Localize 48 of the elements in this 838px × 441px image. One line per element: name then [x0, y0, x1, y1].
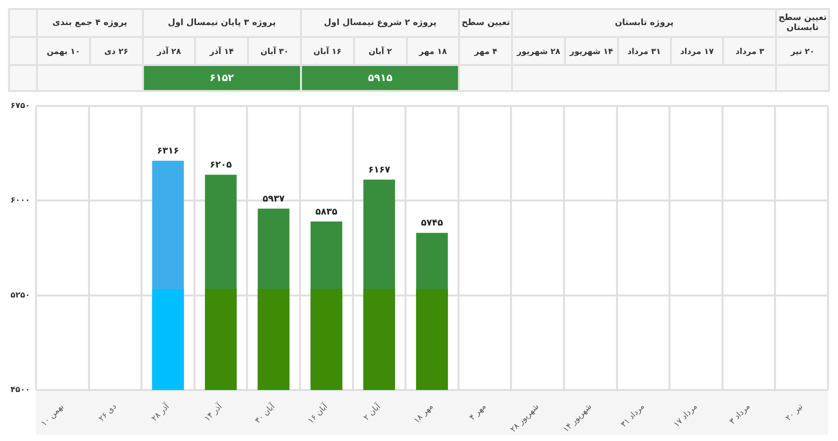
x-tick-label: ۱۷ مرداد: [672, 402, 699, 429]
data-label: ۶۲۰۵: [210, 160, 232, 171]
x-tick-label: ۲۶ دی: [96, 402, 118, 424]
text: پروژه ۲ شروع نیمسال اول: [301, 9, 460, 37]
x-tick-label: ۱۴ شهریور: [561, 402, 594, 434]
category-label: ۲۰ تیر: [790, 46, 814, 56]
category-label: ۲۸ شهریور: [516, 46, 560, 56]
x-tick-label: ۲ آبان: [361, 400, 383, 422]
y-tick-label: ۵۲۵۰: [10, 290, 30, 300]
category-label: ۳۱ مرداد: [627, 46, 661, 56]
category-label: ۲۶ دی: [104, 46, 128, 56]
data-label: ۶۱۶۷: [368, 165, 391, 176]
data-label: ۵۷۴۵: [421, 218, 444, 229]
category-label: ۳۰ آبان: [260, 46, 289, 56]
text: پروژه ۳ پایان نیمسال اول: [142, 9, 302, 37]
y-tick-label: ۶۷۵۰: [10, 101, 30, 110]
x-tick-label: ۲۸ شهریور: [508, 402, 541, 434]
x-tick-label: ۱۰ بهمن: [39, 402, 66, 428]
text: پروژه ۴ جمع بندی: [37, 9, 143, 37]
category-label: ۲۸ آذر: [157, 46, 182, 56]
x-tick-label: ۳ مرداد: [728, 402, 752, 426]
x-tick-label: ۲۸ آذر: [149, 400, 172, 423]
category-label: ۱۴ شهریور: [570, 46, 614, 56]
y-tick-label: ۴۵۰۰: [10, 385, 30, 394]
x-tick-label: ۱۸ مهر: [412, 402, 435, 425]
category-label: ۴ مهر: [474, 46, 498, 56]
category-label: ۱۸ مهر: [419, 46, 447, 56]
y-tick-label: ۶۰۰۰: [10, 196, 30, 205]
text: تعیین سطح تابستان: [776, 9, 829, 37]
data-label: ۵۹۳۷: [262, 194, 286, 204]
category-label: ۱۰ بهمن: [46, 46, 80, 56]
x-tick-label: ۲۰ تیر: [784, 402, 804, 423]
data-label: ۶۳۱۶: [157, 146, 179, 157]
category-label: ۱۴ آذر: [210, 46, 234, 56]
data-label: ۵۸۳۵: [315, 207, 338, 218]
category-label: ۳ مرداد: [736, 46, 764, 56]
text: ۵۹۱۵: [301, 65, 460, 91]
x-tick-label: ۱۶ آبان: [305, 400, 330, 426]
x-tick-label: ۳۰ آبان: [252, 400, 278, 426]
category-label: ۱۶ آبان: [313, 46, 342, 56]
text: ۶۱۵۲: [142, 65, 302, 91]
x-tick-label: ۱۴ آذر: [202, 400, 224, 423]
text: تعیین سطح: [459, 9, 512, 37]
text: پروژه تابستان: [512, 9, 776, 37]
x-tick-label: ۳۱ مرداد: [619, 402, 646, 429]
category-label: ۲ آبان: [368, 46, 392, 56]
x-tick-label: ۴ مهر: [468, 402, 488, 422]
category-label: ۱۷ مرداد: [680, 46, 714, 56]
